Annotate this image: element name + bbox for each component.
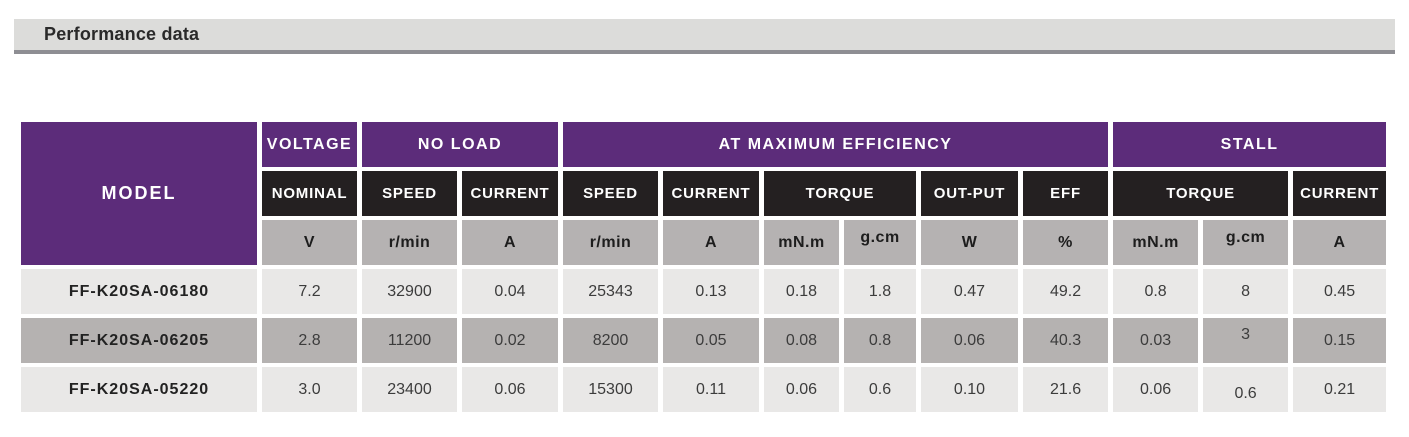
subheader-output: OUT-PUT: [921, 171, 1018, 216]
unit-percent: %: [1023, 220, 1109, 265]
cell-output: 0.10: [921, 367, 1018, 412]
model-name: FF-K20SA-06180: [21, 269, 257, 314]
model-name: FF-K20SA-06205: [21, 318, 257, 363]
model-column-header: MODEL: [21, 122, 257, 265]
cell-noload-speed: 11200: [362, 318, 457, 363]
unit-watt: W: [921, 220, 1018, 265]
subheader-maxeff-current: CURRENT: [663, 171, 759, 216]
cell-stall-current: 0.45: [1293, 269, 1387, 314]
cell-stall-torque-gcm: 8: [1203, 269, 1289, 314]
table-row: FF-K20SA-06205 2.8 11200 0.02 8200 0.05 …: [21, 318, 1387, 363]
cell-stall-torque-mnm: 0.03: [1113, 318, 1199, 363]
cell-stall-current: 0.21: [1293, 367, 1387, 412]
table-row: FF-K20SA-06180 7.2 32900 0.04 25343 0.13…: [21, 269, 1387, 314]
cell-output: 0.06: [921, 318, 1018, 363]
unit-amp-maxeff: A: [663, 220, 759, 265]
subheader-eff: EFF: [1023, 171, 1109, 216]
cell-stall-torque-gcm: 0.6: [1203, 367, 1289, 412]
cell-maxeff-torque-mnm: 0.18: [764, 269, 839, 314]
group-at-maximum-efficiency: AT MAXIMUM EFFICIENCY: [563, 122, 1109, 167]
cell-maxeff-current: 0.11: [663, 367, 759, 412]
cell-voltage-nominal: 3.0: [262, 367, 357, 412]
unit-gcm-maxeff: g.cm: [844, 220, 916, 265]
cell-noload-current: 0.06: [462, 367, 558, 412]
cell-maxeff-speed: 15300: [563, 367, 658, 412]
unit-mnm-stall: mN.m: [1113, 220, 1199, 265]
cell-maxeff-speed: 25343: [563, 269, 658, 314]
subheader-maxeff-torque: TORQUE: [764, 171, 916, 216]
cell-maxeff-torque-gcm: 0.6: [844, 367, 916, 412]
cell-voltage-nominal: 2.8: [262, 318, 357, 363]
performance-table: MODEL VOLTAGE NO LOAD AT MAXIMUM EFFICIE…: [16, 118, 1391, 416]
cell-eff: 49.2: [1023, 269, 1109, 314]
group-stall: STALL: [1113, 122, 1387, 167]
group-header-row: MODEL VOLTAGE NO LOAD AT MAXIMUM EFFICIE…: [21, 122, 1387, 265]
cell-maxeff-torque-mnm: 0.06: [764, 367, 839, 412]
cell-eff: 21.6: [1023, 367, 1109, 412]
unit-amp-stall: A: [1293, 220, 1387, 265]
cell-maxeff-torque-mnm: 0.08: [764, 318, 839, 363]
unit-volt: V: [262, 220, 357, 265]
subheader-nominal: NOMINAL: [262, 171, 357, 216]
unit-amp-noload: A: [462, 220, 558, 265]
cell-maxeff-torque-gcm: 1.8: [844, 269, 916, 314]
unit-rpm-noload: r/min: [362, 220, 457, 265]
cell-maxeff-current: 0.13: [663, 269, 759, 314]
section-titlebar: Performance data: [14, 19, 1395, 54]
group-voltage: VOLTAGE: [262, 122, 357, 167]
cell-noload-speed: 32900: [362, 269, 457, 314]
cell-stall-torque-gcm: 3: [1203, 318, 1289, 363]
unit-rpm-maxeff: r/min: [563, 220, 658, 265]
cell-noload-current: 0.04: [462, 269, 558, 314]
cell-stall-current: 0.15: [1293, 318, 1387, 363]
cell-noload-speed: 23400: [362, 367, 457, 412]
cell-voltage-nominal: 7.2: [262, 269, 357, 314]
subheader-stall-torque: TORQUE: [1113, 171, 1289, 216]
subheader-noload-speed: SPEED: [362, 171, 457, 216]
cell-stall-torque-mnm: 0.8: [1113, 269, 1199, 314]
cell-maxeff-current: 0.05: [663, 318, 759, 363]
section-title: Performance data: [44, 24, 200, 44]
cell-maxeff-torque-gcm: 0.8: [844, 318, 916, 363]
unit-gcm-stall: g.cm: [1203, 220, 1289, 265]
cell-maxeff-speed: 8200: [563, 318, 658, 363]
model-name: FF-K20SA-05220: [21, 367, 257, 412]
unit-mnm-maxeff: mN.m: [764, 220, 839, 265]
cell-stall-torque-mnm: 0.06: [1113, 367, 1199, 412]
subheader-noload-current: CURRENT: [462, 171, 558, 216]
cell-eff: 40.3: [1023, 318, 1109, 363]
subheader-maxeff-speed: SPEED: [563, 171, 658, 216]
table-row: FF-K20SA-05220 3.0 23400 0.06 15300 0.11…: [21, 367, 1387, 412]
cell-noload-current: 0.02: [462, 318, 558, 363]
cell-output: 0.47: [921, 269, 1018, 314]
subheader-row: NOMINAL SPEED CURRENT SPEED CURRENT TORQ…: [21, 171, 1387, 216]
units-row: V r/min A r/min A mN.m g.cm W % mN.m g.c…: [21, 220, 1387, 265]
group-no-load: NO LOAD: [362, 122, 558, 167]
subheader-stall-current: CURRENT: [1293, 171, 1387, 216]
